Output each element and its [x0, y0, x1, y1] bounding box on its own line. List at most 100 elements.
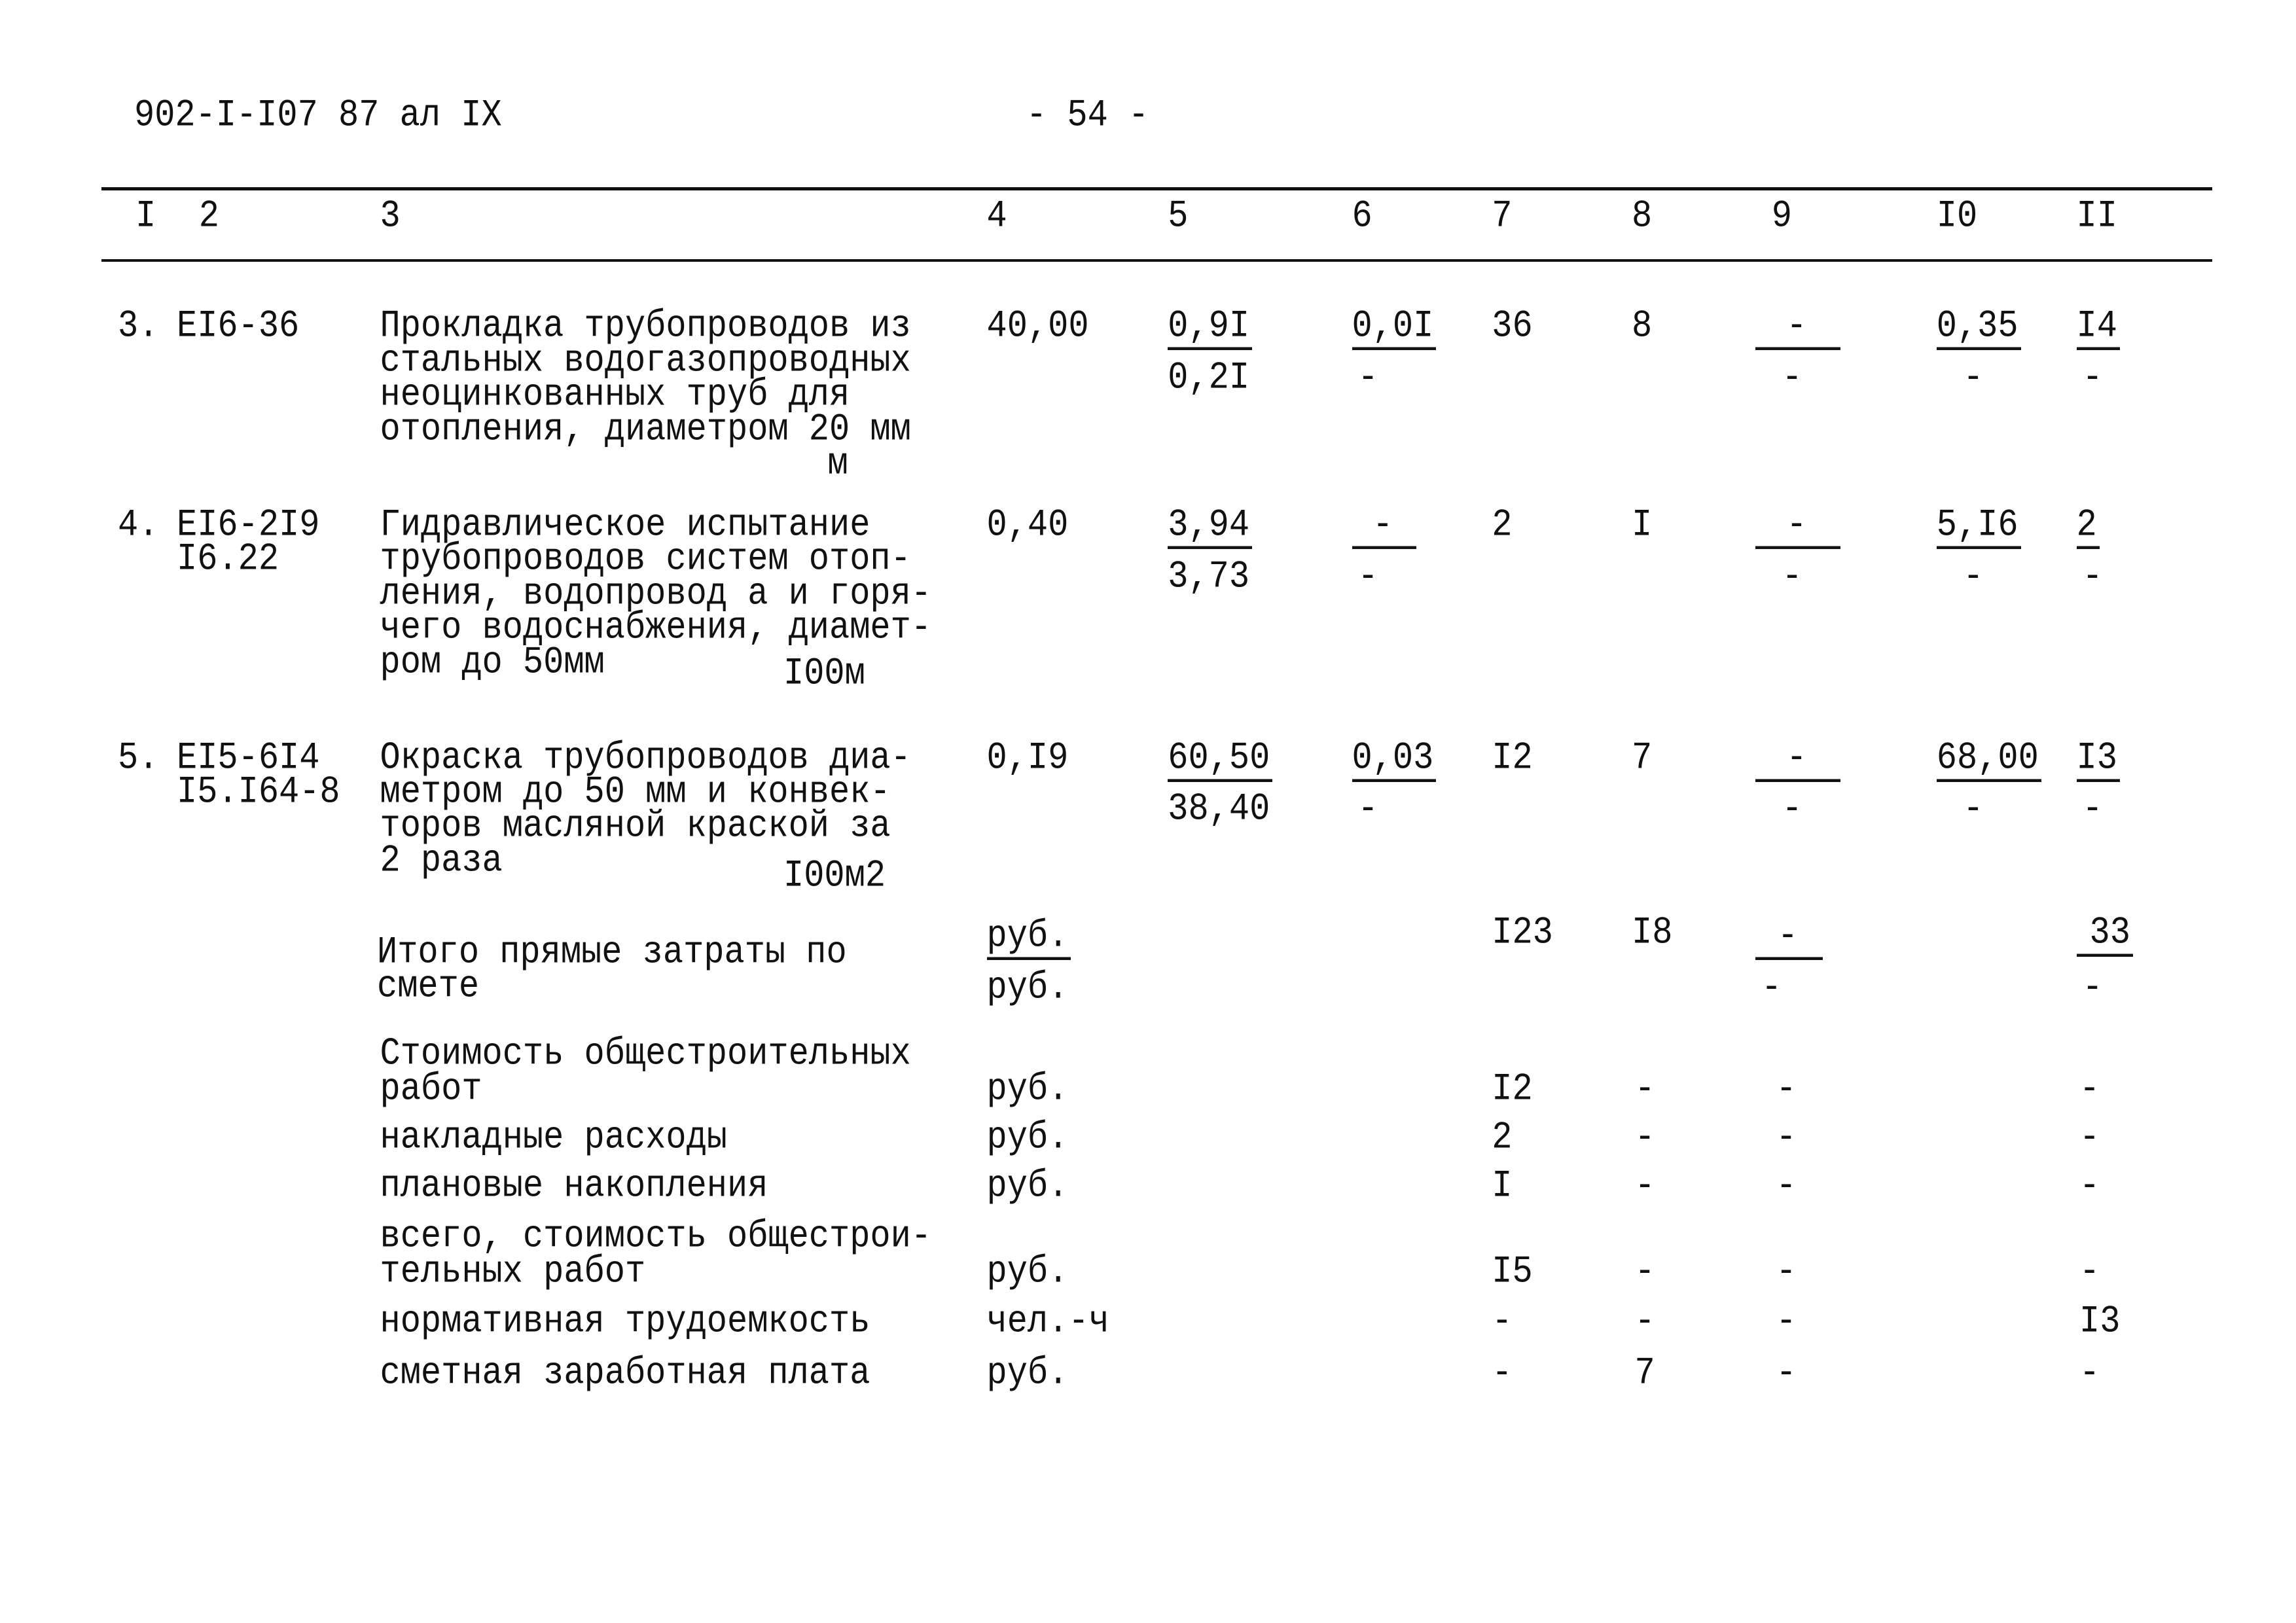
c8-value: 8: [1632, 304, 1653, 348]
summary-c11: I3: [2079, 1300, 2121, 1344]
item-unit: I00м2: [783, 854, 886, 898]
totals-unit: руб.: [986, 917, 1071, 960]
column-header-3: 3: [380, 194, 401, 238]
c6-denominator: -: [1357, 356, 1378, 400]
totals-c8: I8: [1632, 911, 1673, 955]
column-header-4: 4: [986, 194, 1007, 238]
column-header-8: 8: [1632, 194, 1653, 238]
c7-value: 36: [1492, 304, 1533, 348]
item-description: неоцинкованных труб для: [380, 373, 850, 417]
item-description: отопления, диаметром 20 мм: [380, 408, 911, 452]
item-description: стальных водогазопроводных: [380, 339, 911, 383]
c7-value: I2: [1492, 736, 1533, 780]
item-description: чего водоснабжения, диамет-: [380, 606, 932, 650]
c5-numerator: 0,9I: [1168, 308, 1253, 351]
summary-unit: руб.: [986, 1250, 1069, 1294]
summary-label: плановые накопления: [380, 1164, 768, 1208]
table-top-rule: [101, 187, 2212, 190]
totals-c11-numerator: 33: [2076, 914, 2133, 957]
c5-denominator: 38,40: [1168, 787, 1270, 831]
c6-denominator: -: [1357, 555, 1378, 599]
summary-c9: -: [1776, 1250, 1797, 1294]
item-code: EI6-2I9: [177, 503, 320, 547]
c9-numerator: -: [1755, 506, 1840, 549]
item-description: Гидравлическое испытание: [380, 503, 870, 547]
quantity: 40,00: [986, 304, 1089, 348]
summary-c11: -: [2079, 1067, 2100, 1111]
c6-numerator: 0,03: [1352, 739, 1437, 782]
c10-denominator: -: [1963, 555, 1984, 599]
summary-unit: руб.: [986, 1351, 1069, 1395]
totals-label: Итого прямые затраты по: [377, 931, 847, 974]
c5-numerator: 3,94: [1168, 506, 1253, 549]
totals-label: смете: [377, 965, 480, 1008]
item-description: Окраска трубопроводов диа-: [380, 736, 911, 780]
item-description: ром до 50мм: [380, 641, 605, 685]
column-header-5: 5: [1168, 194, 1189, 238]
summary-label: всего, стоимость общестрои-: [380, 1215, 932, 1258]
column-header-2: 2: [198, 194, 219, 238]
summary-c9: -: [1776, 1116, 1797, 1160]
summary-c8: -: [1634, 1164, 1655, 1208]
column-header-6: 6: [1352, 194, 1372, 238]
quantity: 0,I9: [986, 736, 1069, 780]
item-code: I6.22: [177, 537, 279, 582]
c11-denominator: -: [2082, 356, 2103, 400]
summary-c8: -: [1634, 1116, 1655, 1160]
summary-c9: -: [1776, 1351, 1797, 1395]
item-code: EI5-6I4: [177, 736, 320, 780]
c9-denominator: -: [1782, 787, 1803, 831]
c11-numerator: I3: [2076, 739, 2120, 782]
summary-label: тельных работ: [380, 1250, 646, 1294]
c11-denominator: -: [2082, 555, 2103, 599]
item-number: 4.: [118, 503, 159, 547]
c9-denominator: -: [1782, 356, 1803, 400]
summary-c8: 7: [1634, 1351, 1655, 1395]
summary-c11: -: [2079, 1116, 2100, 1160]
item-unit: I00м: [783, 652, 865, 696]
summary-c7: -: [1492, 1300, 1513, 1344]
summary-label: нормативная трудоемкость: [380, 1300, 870, 1344]
totals-unit: руб.: [986, 966, 1069, 1010]
totals-c7: I23: [1492, 911, 1553, 955]
summary-c7: I2: [1492, 1067, 1533, 1111]
totals-c9-numerator: -: [1755, 917, 1823, 960]
c8-value: I: [1632, 503, 1653, 547]
item-number: 3.: [118, 304, 159, 348]
summary-label: сметная заработная плата: [380, 1351, 870, 1395]
summary-c11: -: [2079, 1250, 2100, 1294]
c11-denominator: -: [2082, 787, 2103, 831]
c9-numerator: -: [1755, 739, 1840, 782]
column-header-11: II: [2076, 194, 2117, 238]
summary-c9: -: [1776, 1300, 1797, 1344]
summary-c8: -: [1634, 1067, 1655, 1111]
totals-c11-denominator: -: [2082, 966, 2103, 1010]
c9-numerator: -: [1755, 308, 1840, 351]
c10-numerator: 5,I6: [1936, 506, 2021, 549]
summary-c7: 2: [1492, 1116, 1513, 1160]
summary-unit: руб.: [986, 1116, 1069, 1160]
summary-unit: руб.: [986, 1164, 1069, 1208]
document-code: 902-I-I07 87 ал IX: [134, 94, 502, 137]
summary-c11: -: [2079, 1164, 2100, 1208]
summary-label: Стоимость общестроительных: [380, 1032, 911, 1076]
summary-c9: -: [1776, 1164, 1797, 1208]
c5-denominator: 3,73: [1168, 555, 1250, 599]
c5-numerator: 60,50: [1168, 739, 1273, 782]
item-code: EI6-36: [177, 304, 300, 348]
summary-c7: I5: [1492, 1250, 1533, 1294]
item-description: 2 раза: [380, 839, 503, 883]
c7-value: 2: [1492, 503, 1513, 547]
page-number: - 54 -: [1026, 94, 1149, 137]
summary-c11: -: [2079, 1351, 2100, 1395]
c6-denominator: -: [1357, 787, 1378, 831]
summary-c8: -: [1634, 1300, 1655, 1344]
summary-c9: -: [1776, 1067, 1797, 1111]
c11-numerator: 2: [2076, 506, 2100, 549]
item-description: метром до 50 мм и конвек-: [380, 770, 891, 814]
summary-unit: чел.-ч: [986, 1300, 1109, 1344]
summary-label: работ: [380, 1067, 482, 1111]
c5-denominator: 0,2I: [1168, 356, 1250, 400]
c10-denominator: -: [1963, 787, 1984, 831]
quantity: 0,40: [986, 503, 1069, 547]
